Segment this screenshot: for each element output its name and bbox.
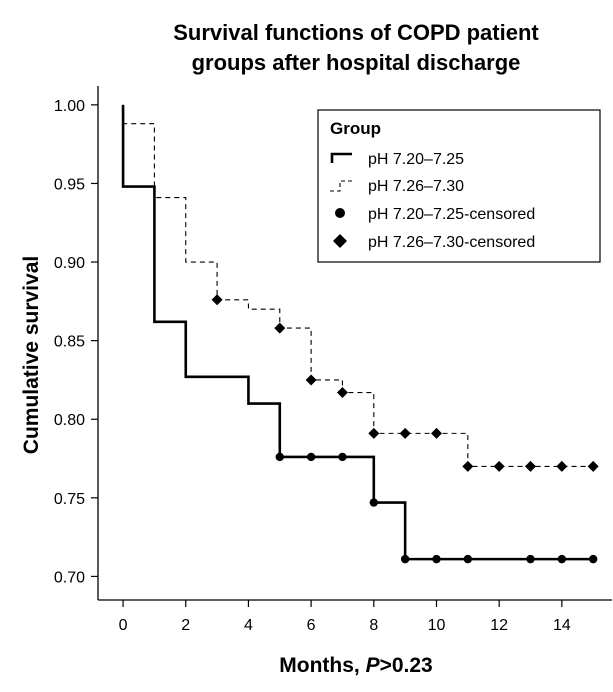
censored-marker-diamond (525, 460, 537, 472)
censored-marker-diamond (556, 460, 568, 472)
legend-symbol-dashed (330, 180, 352, 192)
chart-title: Survival functions of COPD patient group… (173, 20, 539, 75)
y-axis-ticks: 0.70 0.75 0.80 0.85 0.90 0.95 1.00 (54, 98, 98, 586)
x-tick-label: 8 (369, 617, 378, 634)
legend-entry-label: pH 7.20–7.25 (368, 151, 464, 168)
legend-symbol-diamond (333, 234, 347, 248)
censored-marker-diamond (274, 322, 286, 334)
y-tick-label: 0.75 (54, 491, 85, 508)
plot-area (97, 86, 612, 601)
censored-marker-diamond (587, 460, 599, 472)
y-tick-label: 0.95 (54, 176, 85, 193)
y-tick-label: 0.85 (54, 334, 85, 351)
x-axis-title: Months, P>0.23 (279, 654, 432, 677)
legend-entry-label: pH 7.26–7.30 (368, 178, 464, 195)
legend-symbol-circle (335, 208, 345, 218)
censored-marker-circle (463, 554, 473, 564)
legend-title: Group (330, 119, 381, 138)
censored-marker-diamond (211, 294, 223, 306)
x-tick-label: 12 (490, 617, 508, 634)
series-lines (121, 104, 594, 561)
legend-entry-label: pH 7.26–7.30-censored (368, 234, 535, 251)
censored-marker-circle (369, 498, 379, 507)
x-axis-title-suffix: >0.23 (380, 654, 433, 677)
series-line-ph-720-725 (121, 104, 594, 561)
censored-marker-diamond (430, 427, 442, 439)
censored-marker-diamond (462, 460, 474, 472)
x-tick-label: 2 (181, 617, 190, 634)
x-tick-label: 4 (244, 617, 253, 634)
chart-title-line-1: Survival functions of COPD patient (173, 20, 539, 45)
x-tick-label: 0 (119, 617, 128, 634)
y-tick-label: 0.90 (54, 255, 85, 272)
legend-symbol-solid (330, 152, 352, 163)
censored-marker-diamond (336, 387, 348, 399)
series-line-ph-726-730 (122, 104, 594, 467)
censored-marker-diamond (493, 460, 505, 472)
censored-markers (211, 294, 599, 564)
y-tick-label: 0.70 (54, 569, 85, 586)
x-tick-label: 6 (307, 617, 316, 634)
censored-marker-circle (526, 554, 535, 564)
censored-marker-circle (588, 554, 598, 564)
x-tick-label: 14 (553, 617, 571, 634)
censored-marker-circle (275, 452, 284, 462)
x-axis-ticks: 0 2 4 6 8 10 12 14 (119, 600, 571, 634)
y-axis-title: Cumulative survival (20, 256, 43, 454)
censored-marker-circle (557, 554, 567, 564)
y-tick-label: 0.80 (54, 412, 85, 429)
censored-marker-diamond (399, 427, 411, 439)
censored-marker-circle (432, 554, 441, 564)
censored-marker-circle (306, 452, 316, 462)
x-axis-title-p: P (366, 654, 381, 677)
legend: Group pH 7.20–7.25 pH 7.26–7.30 pH 7.20–7.2… (317, 109, 601, 263)
censored-marker-diamond (305, 374, 317, 386)
censored-marker-diamond (368, 427, 380, 439)
censored-marker-circle (400, 554, 410, 564)
legend-box (317, 109, 601, 263)
x-tick-label: 10 (428, 617, 446, 634)
chart-title-line-2: groups after hospital discharge (192, 50, 521, 75)
x-axis-title-prefix: Months, (279, 654, 365, 677)
legend-entry-label: pH 7.20–7.25-censored (368, 206, 535, 223)
y-tick-label: 1.00 (54, 98, 85, 115)
censored-marker-circle (338, 452, 347, 462)
